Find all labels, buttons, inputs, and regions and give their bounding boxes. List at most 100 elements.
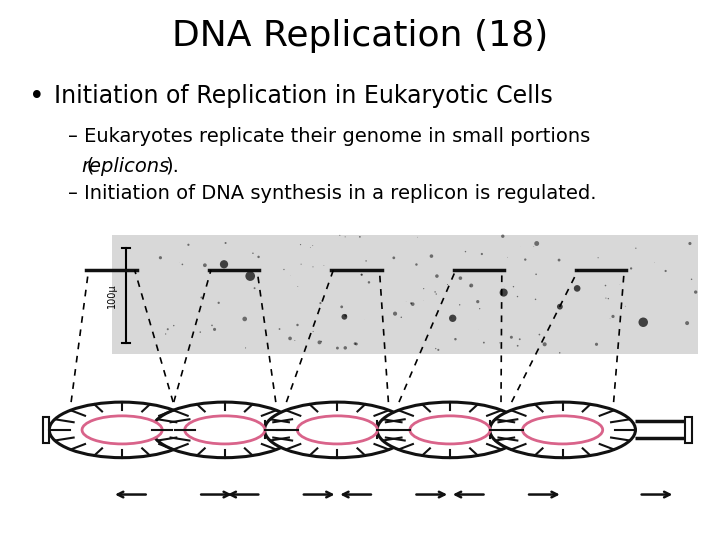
Point bbox=[554, 302, 566, 311]
Ellipse shape bbox=[152, 402, 297, 458]
Point bbox=[176, 260, 188, 269]
Point bbox=[472, 298, 484, 306]
Bar bbox=[685, 417, 692, 443]
Point bbox=[418, 296, 429, 305]
Point bbox=[614, 280, 626, 289]
Point bbox=[515, 242, 526, 251]
Point bbox=[245, 272, 256, 280]
Point bbox=[604, 314, 616, 323]
Point bbox=[209, 325, 220, 334]
Bar bbox=[112, 235, 698, 354]
Point bbox=[183, 240, 194, 249]
Point bbox=[284, 334, 296, 343]
Point bbox=[292, 321, 303, 329]
Point bbox=[274, 325, 285, 333]
Point bbox=[454, 300, 465, 309]
Point bbox=[514, 335, 526, 343]
Point bbox=[307, 327, 319, 336]
Point bbox=[160, 329, 171, 338]
Point bbox=[472, 326, 484, 334]
Point bbox=[390, 309, 401, 318]
Point bbox=[690, 288, 701, 296]
Point bbox=[349, 339, 361, 348]
Ellipse shape bbox=[377, 402, 523, 458]
Point bbox=[314, 338, 325, 347]
Point bbox=[433, 346, 444, 354]
Point bbox=[218, 260, 230, 268]
Point bbox=[497, 232, 508, 240]
Ellipse shape bbox=[297, 416, 377, 444]
Point bbox=[572, 284, 583, 293]
Point bbox=[356, 271, 367, 279]
Point bbox=[429, 288, 441, 296]
Point bbox=[155, 253, 166, 262]
Bar bbox=[112, 235, 698, 354]
Point bbox=[289, 336, 300, 345]
Point bbox=[474, 305, 485, 313]
Point bbox=[206, 321, 217, 330]
Point bbox=[600, 281, 611, 290]
Point bbox=[293, 285, 305, 294]
Point bbox=[239, 315, 251, 323]
Ellipse shape bbox=[523, 416, 603, 444]
Point bbox=[660, 267, 671, 275]
Ellipse shape bbox=[264, 402, 410, 458]
Point bbox=[446, 314, 457, 322]
Point bbox=[240, 343, 251, 352]
Point bbox=[494, 339, 505, 347]
Point bbox=[334, 231, 346, 240]
Point bbox=[351, 340, 362, 348]
Ellipse shape bbox=[301, 418, 374, 442]
Ellipse shape bbox=[410, 416, 490, 444]
Point bbox=[681, 319, 693, 327]
Point bbox=[531, 239, 542, 248]
Point bbox=[249, 284, 261, 293]
Point bbox=[630, 244, 642, 253]
Text: ).: ). bbox=[166, 157, 179, 176]
Point bbox=[339, 233, 351, 241]
Ellipse shape bbox=[526, 418, 599, 442]
Ellipse shape bbox=[189, 418, 261, 442]
Ellipse shape bbox=[49, 402, 195, 458]
Point bbox=[649, 258, 660, 267]
Point bbox=[554, 348, 565, 357]
Point bbox=[340, 343, 351, 352]
Point bbox=[340, 311, 351, 320]
Point bbox=[512, 341, 523, 350]
Point bbox=[418, 284, 429, 293]
Point bbox=[162, 325, 174, 334]
Point bbox=[600, 294, 612, 302]
Point bbox=[498, 288, 510, 297]
Point bbox=[539, 340, 550, 349]
Text: – Initiation of DNA synthesis in a replicon is regulated.: – Initiation of DNA synthesis in a repli… bbox=[68, 184, 597, 202]
Point bbox=[315, 299, 326, 307]
Point bbox=[686, 275, 698, 284]
Point bbox=[520, 255, 531, 264]
Point bbox=[332, 344, 343, 353]
Point bbox=[174, 259, 185, 267]
Point bbox=[534, 330, 545, 339]
Point bbox=[318, 261, 330, 270]
Point bbox=[553, 256, 564, 265]
Point bbox=[278, 265, 289, 274]
Point bbox=[430, 344, 441, 353]
Point bbox=[363, 278, 374, 287]
Point bbox=[356, 271, 367, 279]
Text: Initiation of Replication in Eukaryotic Cells: Initiation of Replication in Eukaryotic … bbox=[54, 84, 553, 107]
Text: •: • bbox=[29, 84, 45, 110]
Point bbox=[400, 297, 412, 306]
Point bbox=[410, 260, 422, 269]
Point bbox=[388, 253, 400, 262]
Point bbox=[305, 243, 316, 252]
Point bbox=[247, 249, 258, 258]
Ellipse shape bbox=[185, 416, 265, 444]
Point bbox=[294, 240, 306, 249]
Point bbox=[637, 318, 649, 327]
Point bbox=[213, 299, 225, 307]
Point bbox=[619, 302, 631, 310]
Point bbox=[359, 315, 370, 324]
Point bbox=[593, 253, 604, 262]
Point bbox=[307, 241, 318, 250]
Point bbox=[431, 272, 443, 280]
Point bbox=[168, 321, 179, 330]
